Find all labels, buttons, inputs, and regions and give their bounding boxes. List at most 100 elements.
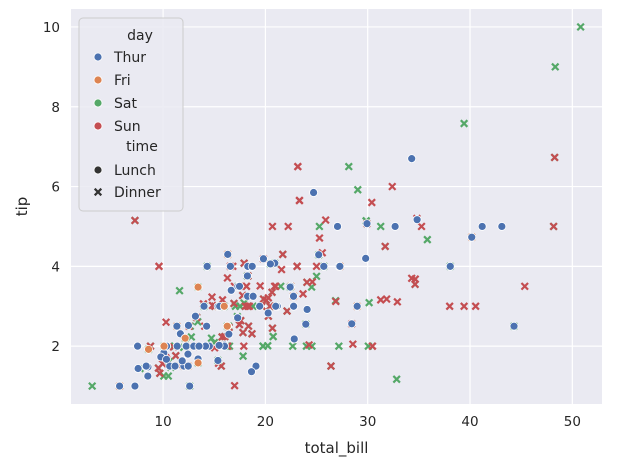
data-point	[305, 340, 314, 350]
data-point	[259, 254, 268, 264]
data-point	[235, 320, 244, 329]
legend-entry-label: Sun	[114, 119, 141, 135]
data-point	[267, 288, 277, 297]
data-point	[382, 294, 391, 304]
data-point	[181, 341, 191, 351]
data-point	[247, 367, 256, 377]
data-point	[289, 334, 299, 344]
legend-marker	[93, 121, 103, 131]
data-point	[219, 301, 229, 311]
data-point	[193, 282, 203, 292]
data-point	[293, 262, 302, 271]
y-tick-label: 6	[51, 180, 60, 196]
legend-style-entries: Lunch Dinner	[93, 163, 161, 201]
legend-marker	[93, 75, 103, 85]
data-point	[171, 351, 180, 360]
data-point	[207, 334, 216, 343]
data-point	[191, 311, 200, 321]
data-point	[367, 198, 376, 207]
data-point	[549, 222, 558, 231]
data-point	[185, 381, 195, 391]
data-points	[88, 22, 585, 391]
data-point	[256, 281, 265, 290]
data-point	[161, 318, 171, 327]
data-point	[445, 261, 455, 271]
data-point	[170, 361, 180, 371]
y-tick-labels: 2 4 6 8 10	[43, 20, 60, 355]
x-tick-label: 40	[461, 414, 478, 430]
data-point	[335, 261, 345, 271]
x-axis-label: total_bill	[305, 439, 369, 458]
data-point	[199, 301, 209, 311]
data-point	[226, 285, 236, 295]
data-point	[277, 265, 286, 274]
data-point	[133, 364, 143, 373]
data-point	[144, 344, 153, 354]
data-point	[295, 196, 304, 205]
data-point	[288, 342, 297, 351]
data-point	[175, 286, 184, 295]
data-point	[301, 319, 311, 329]
data-point	[224, 329, 234, 339]
data-point	[390, 222, 400, 231]
data-point	[284, 222, 293, 231]
data-point	[269, 332, 278, 341]
x-tick-label: 30	[359, 414, 376, 430]
legend-entry-label: Lunch	[114, 163, 156, 179]
data-point	[417, 222, 426, 231]
data-point	[266, 259, 275, 269]
data-point	[143, 371, 153, 381]
data-point	[520, 282, 529, 291]
data-point	[348, 340, 357, 349]
y-tick-label: 8	[51, 100, 60, 116]
data-point	[289, 291, 298, 301]
data-point	[172, 341, 182, 351]
x-tick-labels: 10 20 30 40 50	[154, 414, 580, 430]
data-point	[241, 302, 250, 311]
data-point	[314, 250, 324, 260]
data-point	[222, 321, 232, 331]
data-point	[278, 250, 287, 259]
data-point	[268, 324, 277, 333]
data-point	[226, 261, 235, 271]
data-point	[283, 306, 292, 316]
data-point	[115, 381, 124, 391]
data-point	[248, 291, 258, 301]
data-point	[172, 321, 182, 331]
data-point	[263, 308, 273, 318]
data-point	[497, 222, 507, 231]
legend-entry-label: Fri	[114, 73, 131, 89]
data-point	[193, 358, 203, 368]
data-point	[238, 328, 248, 337]
data-point	[229, 299, 239, 308]
data-point	[133, 341, 143, 351]
data-point	[381, 242, 390, 251]
data-point	[177, 356, 187, 366]
data-point	[271, 301, 281, 311]
data-point	[194, 341, 204, 351]
data-point	[309, 188, 318, 197]
data-point	[393, 297, 402, 306]
data-point	[315, 222, 324, 231]
data-point	[242, 282, 251, 291]
data-point	[445, 302, 454, 311]
data-point	[247, 329, 257, 338]
data-point	[244, 322, 253, 331]
data-point	[88, 381, 97, 391]
data-point	[202, 261, 212, 271]
data-point	[576, 22, 585, 32]
data-point	[412, 215, 422, 225]
data-point	[130, 381, 140, 391]
data-point	[270, 282, 279, 291]
data-point	[315, 233, 324, 243]
data-point	[258, 342, 268, 351]
legend-entry-label: Dinner	[114, 185, 161, 201]
data-point	[376, 295, 385, 304]
data-point	[268, 222, 277, 231]
data-point	[388, 182, 397, 191]
legend-marker	[93, 98, 103, 108]
y-tick-label: 4	[51, 259, 60, 275]
data-point	[293, 162, 302, 171]
data-point	[312, 262, 321, 271]
